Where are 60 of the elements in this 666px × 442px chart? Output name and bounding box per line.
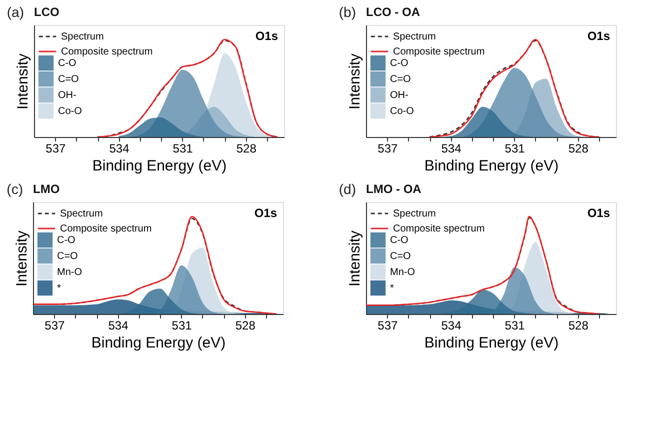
- x-tick-label: 534: [108, 318, 129, 332]
- legend-label: Co-O: [58, 106, 82, 117]
- y-axis-title: Intensity: [346, 53, 364, 110]
- legend-label: *: [390, 283, 394, 294]
- x-tick-label: 528: [568, 142, 589, 156]
- y-axis-title: Intensity: [14, 230, 30, 286]
- legend-label: Composite spectrum: [393, 224, 485, 234]
- x-tick-label: 534: [441, 318, 462, 332]
- y-axis-title: Intensity: [346, 230, 364, 286]
- legend-label: Mn-O: [390, 267, 416, 278]
- x-tick-label: 531: [172, 142, 194, 156]
- x-tick-label: 537: [378, 318, 398, 332]
- legend-label: Co-O: [390, 106, 414, 117]
- text: (c): [6, 181, 23, 197]
- annotation: O1s: [587, 206, 610, 220]
- legend-label: Spectrum: [393, 32, 436, 42]
- chart-title: LCO - OA: [366, 5, 420, 19]
- x-tick-label: 528: [568, 318, 589, 332]
- legend-label: *: [57, 283, 61, 294]
- x-axis-title: Binding Energy (eV): [92, 158, 227, 174]
- legend-label: Mn-O: [57, 267, 82, 278]
- x-axis-title: Binding Energy (eV): [91, 334, 226, 352]
- x-tick-label: 537: [378, 142, 398, 156]
- text: (a): [6, 4, 24, 20]
- legend-label: Spectrum: [60, 208, 103, 220]
- legend-label: Composite spectrum: [60, 224, 152, 234]
- legend-label: Spectrum: [393, 208, 436, 220]
- x-tick-label: 528: [236, 142, 257, 156]
- y-axis-title: Intensity: [14, 53, 32, 110]
- annotation: O1s: [254, 206, 278, 220]
- legend-label: C=O: [58, 74, 80, 85]
- x-tick-label: 531: [172, 318, 192, 332]
- legend-label: OH-: [390, 90, 408, 101]
- legend-label: Composite spectrum: [61, 46, 153, 58]
- chart-title: LCO: [34, 5, 60, 19]
- legend-label: C-O: [58, 58, 77, 69]
- chart-title: LMO - OA: [366, 182, 422, 196]
- annotation: O1s: [255, 29, 278, 43]
- x-tick-label: 531: [504, 142, 526, 156]
- text: (b): [338, 4, 356, 20]
- legend-label: C=O: [57, 251, 78, 262]
- legend-label: C-O: [57, 235, 76, 246]
- x-tick-label: 534: [441, 142, 462, 156]
- x-axis-title: Binding Energy (eV): [424, 334, 559, 352]
- legend-label: Spectrum: [61, 32, 104, 42]
- x-tick-label: 531: [504, 318, 526, 332]
- legend-label: C-O: [390, 58, 409, 69]
- legend-label: C=O: [390, 74, 412, 85]
- x-tick-label: 537: [44, 318, 66, 332]
- legend-label: OH-: [58, 90, 76, 101]
- x-tick-label: 528: [235, 318, 256, 332]
- chart-title: LMO: [33, 182, 60, 196]
- legend-label: Composite spectrum: [393, 46, 485, 58]
- x-axis-title: Binding Energy (eV): [424, 158, 559, 174]
- text: (d): [338, 181, 356, 197]
- legend-label: C=O: [390, 251, 412, 262]
- annotation: O1s: [587, 29, 610, 43]
- legend-label: C-O: [390, 235, 409, 246]
- x-tick-label: 534: [109, 142, 130, 156]
- x-tick-label: 537: [46, 142, 66, 156]
